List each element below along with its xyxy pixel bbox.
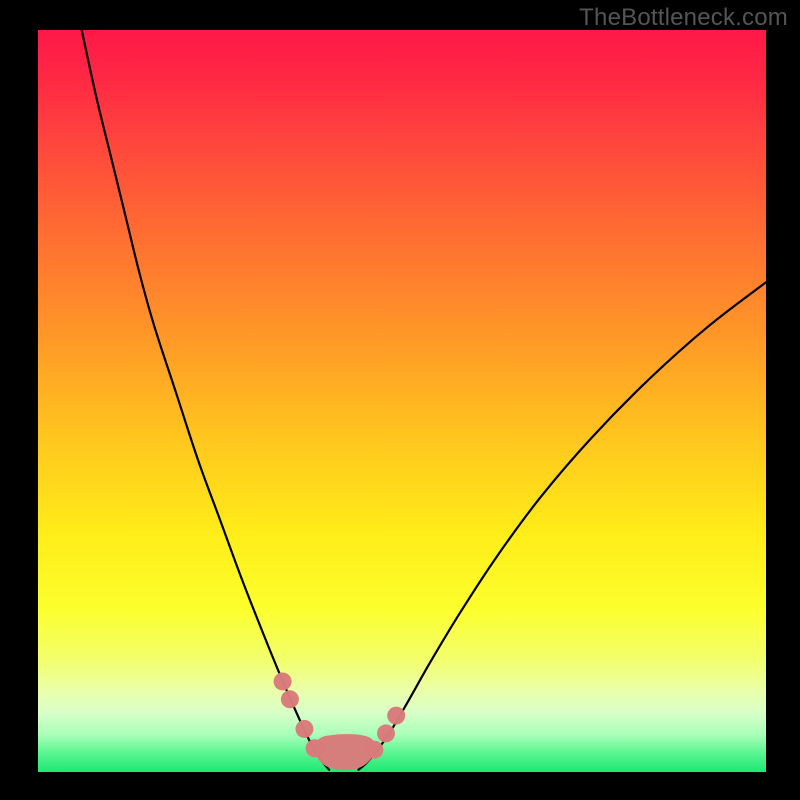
chart-svg: [0, 0, 800, 800]
marker-dot: [274, 672, 292, 690]
marker-dot: [387, 707, 405, 725]
marker-dot: [295, 720, 313, 738]
watermark-text: TheBottleneck.com: [579, 4, 788, 32]
stage: TheBottleneck.com: [0, 0, 800, 800]
marker-dot: [365, 741, 383, 759]
marker-dot: [377, 724, 395, 742]
plot-area: [38, 30, 766, 772]
marker-dot: [281, 690, 299, 708]
marker-dot: [306, 739, 324, 757]
